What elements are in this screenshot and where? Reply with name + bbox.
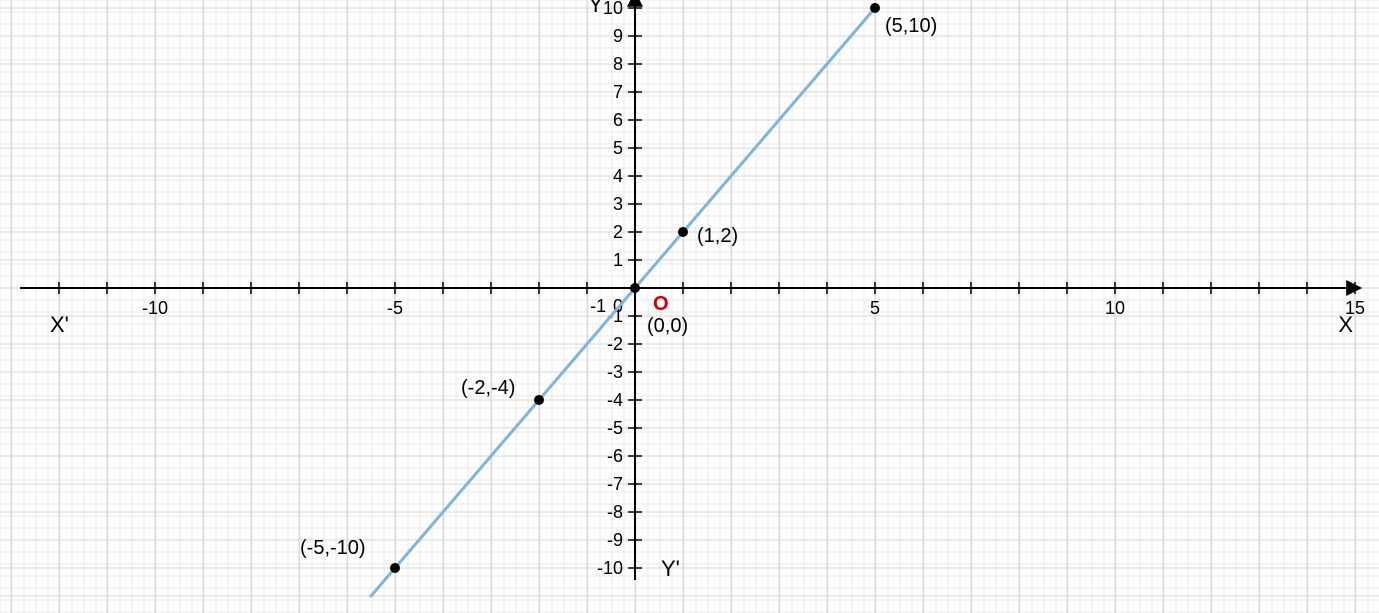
data-point (630, 283, 640, 293)
y-tick-label: 2 (613, 222, 623, 242)
x-tick-label: 10 (1105, 298, 1125, 318)
y-tick-label: 5 (613, 138, 623, 158)
y-axis-label-neg: Y' (661, 556, 680, 581)
x-tick-label: -10 (142, 298, 168, 318)
y-tick-label: -4 (607, 390, 623, 410)
x-tick-label-neg1: -1 (590, 296, 606, 316)
point-label: (1,2) (697, 225, 738, 247)
y-tick-label: 8 (613, 54, 623, 74)
y-tick-label: 6 (613, 110, 623, 130)
y-tick-label: 9 (613, 26, 623, 46)
data-point (534, 395, 544, 405)
point-label: (-5,-10) (300, 537, 366, 559)
chart-svg: -20-15-10-55101520-1XX'-10-9-8-7-6-5-4-3… (0, 0, 1379, 613)
x-axis-label-pos: X (1338, 312, 1353, 337)
y-tick-label: 7 (613, 82, 623, 102)
point-label: (-2,-4) (461, 377, 515, 399)
data-point (390, 563, 400, 573)
origin-label: O (653, 293, 669, 315)
x-tick-label: 5 (870, 298, 880, 318)
x-axis-label-neg: X' (50, 312, 69, 337)
y-tick-label: -5 (607, 418, 623, 438)
y-tick-label: -2 (607, 334, 623, 354)
y-tick-label: -10 (597, 558, 623, 578)
y-tick-label: 4 (613, 166, 623, 186)
data-point (678, 227, 688, 237)
y-tick-label: -8 (607, 502, 623, 522)
origin-coord-label: (0,0) (647, 315, 688, 337)
y-axis-label-pos: Y (588, 0, 603, 17)
y-tick-label: -7 (607, 474, 623, 494)
y-tick-label: -9 (607, 530, 623, 550)
point-label: (5,10) (885, 15, 937, 37)
data-point (870, 3, 880, 13)
y-tick-label: 3 (613, 194, 623, 214)
y-tick-label: -3 (607, 362, 623, 382)
y-tick-label: 10 (603, 0, 623, 18)
y-tick-label: 1 (613, 250, 623, 270)
coordinate-plane-chart: -20-15-10-55101520-1XX'-10-9-8-7-6-5-4-3… (0, 0, 1379, 613)
x-tick-label: -5 (387, 298, 403, 318)
y-tick-label: -6 (607, 446, 623, 466)
